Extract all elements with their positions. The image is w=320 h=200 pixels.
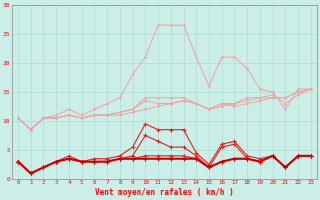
X-axis label: Vent moyen/en rafales ( km/h ): Vent moyen/en rafales ( km/h ) [95,188,234,197]
